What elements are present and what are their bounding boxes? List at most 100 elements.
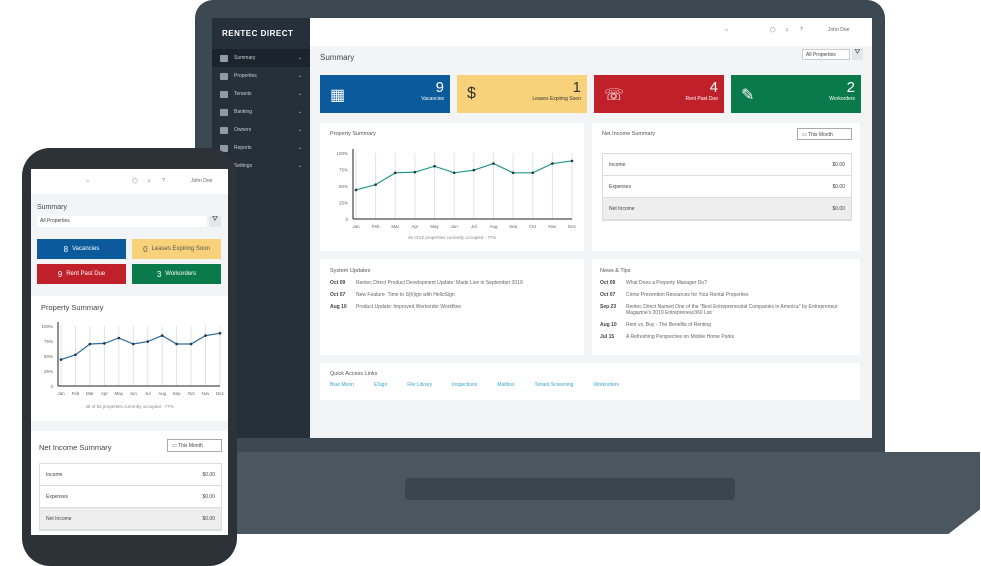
item-date: Sep 23 [600,304,617,310]
quick-link[interactable]: Tenant Screening [534,382,574,388]
list-item[interactable]: Oct 09 What Does a Property Manager Do? [600,280,852,286]
data-point[interactable] [511,171,515,175]
quick-link[interactable]: Blue Moon [330,382,354,388]
summary-icon [220,54,228,62]
list-item[interactable]: Jul 15 A Refreshing Perspective on Mobile… [600,334,852,340]
quick-link[interactable]: File Library [407,382,432,388]
bell-icon[interactable]: ♫ [785,27,789,33]
net-income-row: Net Income $0.00 [603,198,851,220]
data-point[interactable] [59,358,63,361]
filter-icon[interactable]: ⛛ [209,216,221,227]
sidebar-item-label: Tenants [234,91,252,97]
x-tick-label: Nov [548,224,557,229]
item-link[interactable]: New Feature- Time to S(h)ign with HelloS… [356,292,455,298]
bell-icon[interactable]: ♫ [147,178,151,184]
data-point[interactable] [413,170,417,174]
data-point[interactable] [117,336,121,340]
banking-icon [220,108,228,116]
item-link[interactable]: What Does a Property Manager Do? [626,280,707,286]
help-icon[interactable]: ? [162,178,165,184]
help-icon[interactable]: ? [800,27,803,33]
sidebar-item-summary[interactable]: Summary ⌄ [212,49,310,67]
sidebar-item-properties[interactable]: Properties ⌄ [212,67,310,85]
data-point[interactable] [492,162,495,165]
data-point[interactable] [570,159,574,163]
chevron-down-icon: ⌄ [297,73,302,79]
sidebar-item-label: Banking [234,109,253,115]
item-date: Jul 15 [600,334,615,340]
item-link[interactable]: Rentec Direct Named One of the "Best Ent… [626,304,838,316]
data-point[interactable] [146,340,150,343]
data-point[interactable] [472,168,476,172]
data-point[interactable] [204,334,207,337]
data-point[interactable] [131,342,135,346]
stat-card-leases-expiring-soon[interactable]: 0 Leases Expiring Soon [132,239,221,259]
data-point[interactable] [551,162,554,165]
data-point[interactable] [160,334,164,337]
stat-card-leases-expiring-soon[interactable]: $1 Leases Expiring Soon [457,75,587,113]
filter-icon[interactable]: ⛛ [852,49,863,60]
stat-label: Leases Expiring Soon [532,96,581,102]
chat-dollar-icon: ☏ [604,87,625,104]
item-link[interactable]: Rent vs. Buy - The Benefits of Renting [626,322,711,328]
data-point[interactable] [531,171,535,175]
sidebar-item-banking[interactable]: Banking ⌄ [212,103,310,121]
item-date: Oct 09 [600,280,616,286]
list-item[interactable]: Oct 07 Crime Prevention Resources for You… [600,292,852,298]
stat-label: Workorders [829,96,855,102]
list-item[interactable]: Aug 10 Product Update: Improved Workorder… [330,304,574,310]
data-point[interactable] [175,342,178,346]
property-filter-select[interactable]: All Properties [802,49,850,60]
chat-icon[interactable]: ◯ [132,178,138,184]
x-tick-label: Oct [529,224,537,229]
list-item[interactable]: Oct 07 New Feature- Time to S(h)ign with … [330,292,574,298]
sidebar-item-label: Properties [234,73,257,79]
lease-document-icon: $ [467,85,476,102]
item-link[interactable]: Rentec Direct Product Development Update… [356,280,523,286]
data-point[interactable] [218,331,222,335]
data-point[interactable] [189,342,193,346]
chat-icon[interactable]: ◯ [770,27,776,33]
quick-link[interactable]: Inspections [451,382,478,388]
sidebar-item-owners[interactable]: Owners ⌄ [212,121,310,139]
sidebar-item-reports[interactable]: Reports ⌄ [212,139,310,157]
quick-link[interactable]: Workorders [593,382,620,388]
list-item[interactable]: Aug 10 Rent vs. Buy - The Benefits of Ren… [600,322,852,328]
data-point[interactable] [88,342,92,346]
user-menu[interactable]: John Doe [828,27,850,33]
data-point[interactable] [103,342,106,345]
data-point[interactable] [393,171,397,175]
quick-link[interactable]: Mailbox [497,382,515,388]
quick-link[interactable]: ESign [373,382,388,388]
net-income-row: Expenses $0.00 [40,486,221,508]
sidebar-item-label: Owners [234,127,252,133]
data-point[interactable] [74,353,77,357]
home-icon[interactable]: ⌂ [86,178,90,184]
list-item[interactable]: Oct 09 Rentec Direct Product Development … [330,280,574,286]
sidebar-item-tenants[interactable]: Tenants ⌄ [212,85,310,103]
data-point[interactable] [354,188,358,192]
period-picker[interactable]: ▭ This Month [167,439,222,452]
list-item[interactable]: Sep 23 Rentec Direct Named One of the "Be… [600,304,852,316]
stat-card-rent-past-due[interactable]: ☏ 4 Rent Past Due [594,75,724,113]
property-filter-select[interactable]: All Properties [37,216,207,227]
stat-card-vacancies[interactable]: ▦ 9 Vacancies [320,75,450,113]
stat-card-rent-past-due[interactable]: 9 Rent Past Due [37,264,126,284]
item-link[interactable]: Crime Prevention Resources for Your Rent… [626,292,749,298]
data-point[interactable] [374,183,377,186]
period-picker[interactable]: ▭ This Month [797,128,852,140]
user-menu[interactable]: John Doe [191,178,213,184]
stat-card-workorders[interactable]: ✎ 2 Workorders [731,75,861,113]
stat-card-vacancies[interactable]: 8 Vacancies [37,239,126,259]
data-point[interactable] [452,171,456,175]
y-tick-label: 75% [44,339,53,344]
stat-card-workorders[interactable]: 3 Workorders [132,264,221,284]
stat-label: Leases Expiring Soon [151,246,210,252]
item-date: Oct 07 [600,292,616,298]
item-link[interactable]: A Refreshing Perspective on Mobile Home … [626,334,735,340]
x-tick-label: Jan [352,224,360,229]
data-point[interactable] [433,164,436,168]
home-icon[interactable]: ⌂ [725,27,729,33]
item-link[interactable]: Product Update: Improved Workorder Workf… [356,304,461,310]
period-label: This Month [808,132,833,138]
